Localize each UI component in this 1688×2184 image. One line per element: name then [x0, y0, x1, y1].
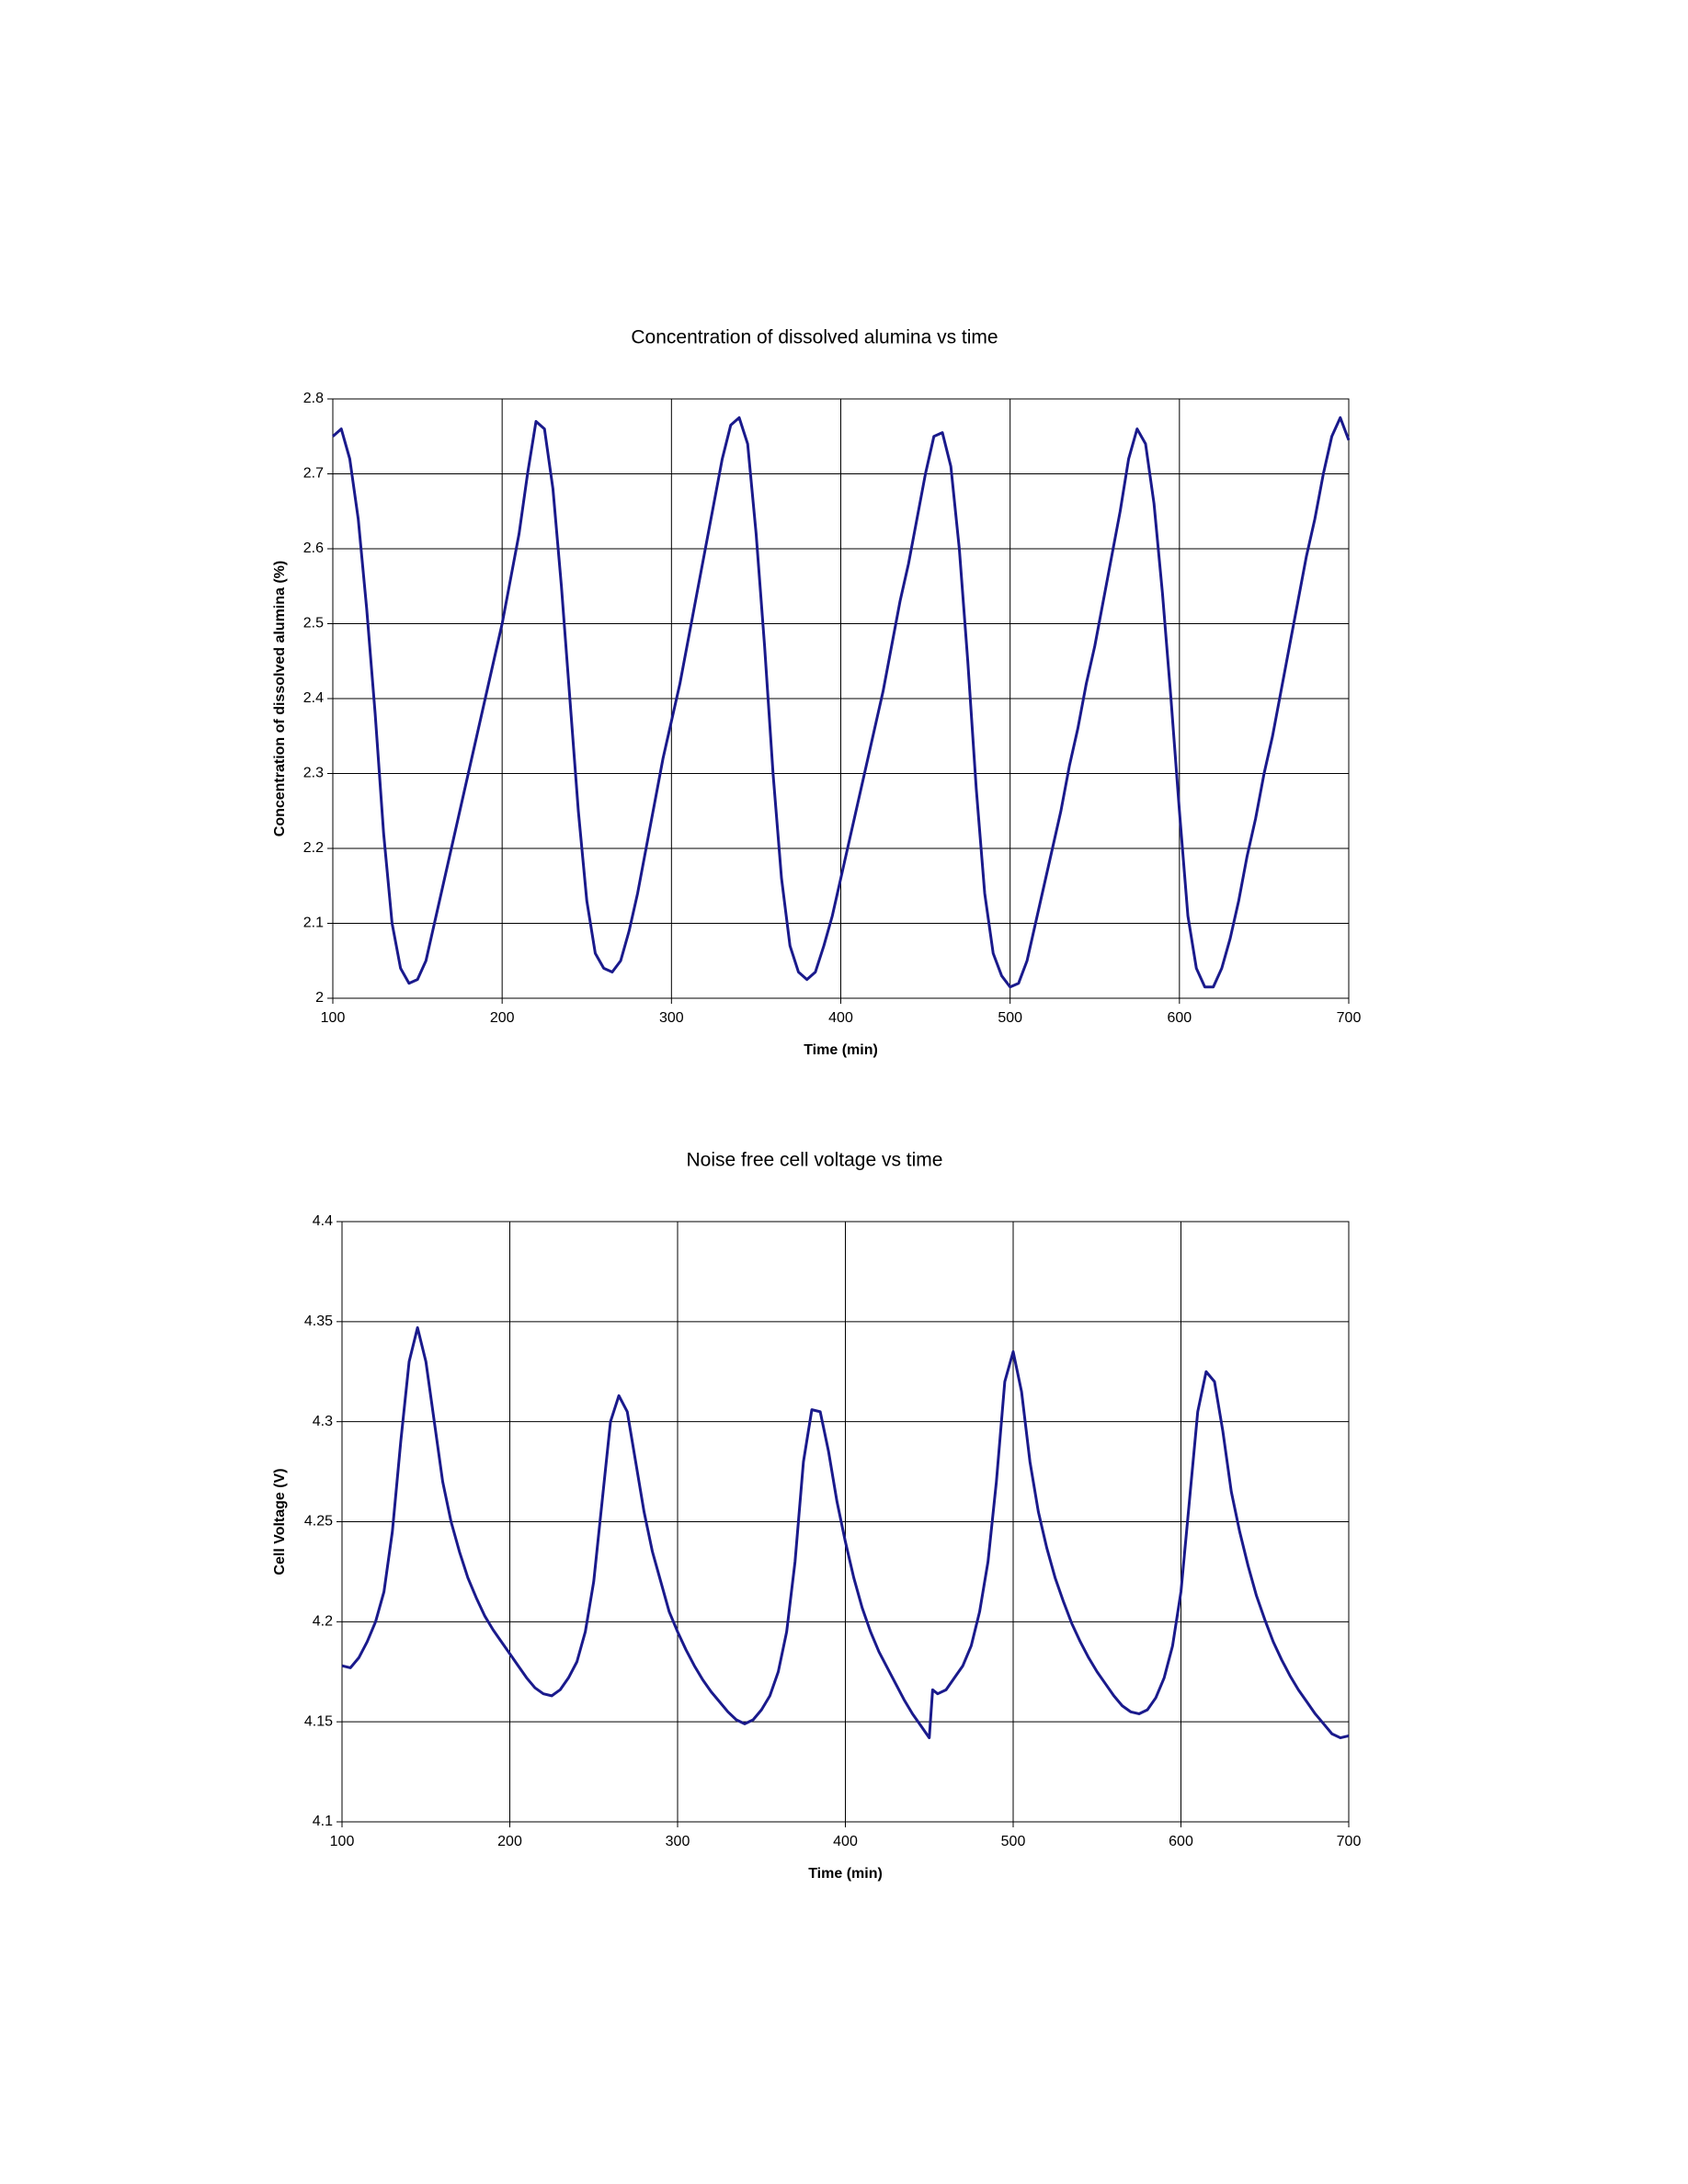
y-tick-label: 4.35	[304, 1314, 333, 1329]
y-tick-label: 2.8	[303, 391, 324, 406]
y-axis-label: Cell Voltage (V)	[272, 1468, 288, 1575]
chart-title: Noise free cell voltage vs time	[687, 1150, 943, 1171]
y-tick-label: 4.2	[313, 1614, 333, 1630]
y-tick-label: 4.3	[313, 1414, 333, 1429]
data-line	[341, 1325, 1350, 1740]
x-tick-label: 400	[828, 1010, 853, 1026]
y-tick-label: 2	[315, 990, 324, 1006]
x-tick-label: 300	[659, 1010, 684, 1026]
y-tick-label: 2.3	[303, 766, 324, 781]
x-tick-label: 500	[998, 1010, 1022, 1026]
y-axis-label: Concentration of dissolved alumina (%)	[272, 561, 288, 836]
y-tick-label: 4.25	[304, 1514, 333, 1530]
chart-title: Concentration of dissolved alumina vs ti…	[631, 327, 998, 348]
plot-frame	[341, 1221, 1350, 1823]
data-line	[332, 415, 1351, 989]
x-tick-label: 200	[490, 1010, 515, 1026]
x-tick-label: 700	[1337, 1834, 1362, 1849]
y-tick-label: 4.4	[313, 1213, 333, 1229]
x-axis-label: Time (min)	[808, 1866, 883, 1882]
y-tick-label: 2.5	[303, 616, 324, 631]
y-tick-label: 4.1	[313, 1814, 333, 1829]
x-tick-label: 500	[1001, 1834, 1026, 1849]
x-tick-label: 700	[1337, 1010, 1362, 1026]
y-tick-label: 2.1	[303, 916, 324, 931]
y-tick-label: 2.7	[303, 466, 324, 482]
y-tick-label: 2.6	[303, 540, 324, 556]
x-tick-label: 600	[1167, 1010, 1192, 1026]
plot-frame	[332, 398, 1350, 999]
y-tick-label: 4.15	[304, 1713, 333, 1729]
x-tick-label: 300	[666, 1834, 690, 1849]
x-tick-label: 100	[321, 1010, 346, 1026]
x-axis-label: Time (min)	[804, 1042, 878, 1058]
x-tick-label: 600	[1169, 1834, 1193, 1849]
x-tick-label: 100	[330, 1834, 355, 1849]
y-tick-label: 2.4	[303, 690, 324, 706]
x-tick-label: 400	[833, 1834, 858, 1849]
x-tick-label: 200	[497, 1834, 522, 1849]
y-tick-label: 2.2	[303, 840, 324, 856]
